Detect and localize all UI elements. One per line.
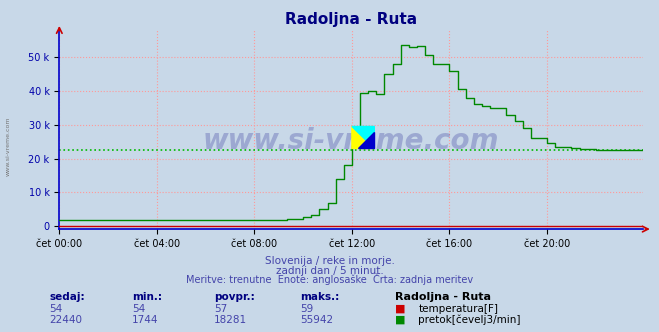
Text: 54: 54 [49,304,63,314]
Polygon shape [358,131,374,148]
Text: ■: ■ [395,304,406,314]
Text: 59: 59 [300,304,313,314]
Text: pretok[čevelj3/min]: pretok[čevelj3/min] [418,314,521,325]
Polygon shape [352,126,374,148]
Text: Meritve: trenutne  Enote: anglosaške  Črta: zadnja meritev: Meritve: trenutne Enote: anglosaške Črta… [186,273,473,285]
Text: 1744: 1744 [132,315,158,325]
Text: 22440: 22440 [49,315,82,325]
Text: zadnji dan / 5 minut.: zadnji dan / 5 minut. [275,266,384,276]
Polygon shape [352,126,374,148]
Text: 54: 54 [132,304,145,314]
Text: temperatura[F]: temperatura[F] [418,304,498,314]
Text: Slovenija / reke in morje.: Slovenija / reke in morje. [264,256,395,266]
Text: 55942: 55942 [300,315,333,325]
Text: 18281: 18281 [214,315,247,325]
Text: povpr.:: povpr.: [214,292,255,302]
Text: min.:: min.: [132,292,162,302]
Text: Radoljna - Ruta: Radoljna - Ruta [395,292,492,302]
Text: www.si-vreme.com: www.si-vreme.com [6,116,11,176]
Text: ■: ■ [395,315,406,325]
Text: maks.:: maks.: [300,292,339,302]
Text: 57: 57 [214,304,227,314]
Text: www.si-vreme.com: www.si-vreme.com [203,127,499,155]
Title: Radoljna - Ruta: Radoljna - Ruta [285,12,417,27]
Text: sedaj:: sedaj: [49,292,85,302]
